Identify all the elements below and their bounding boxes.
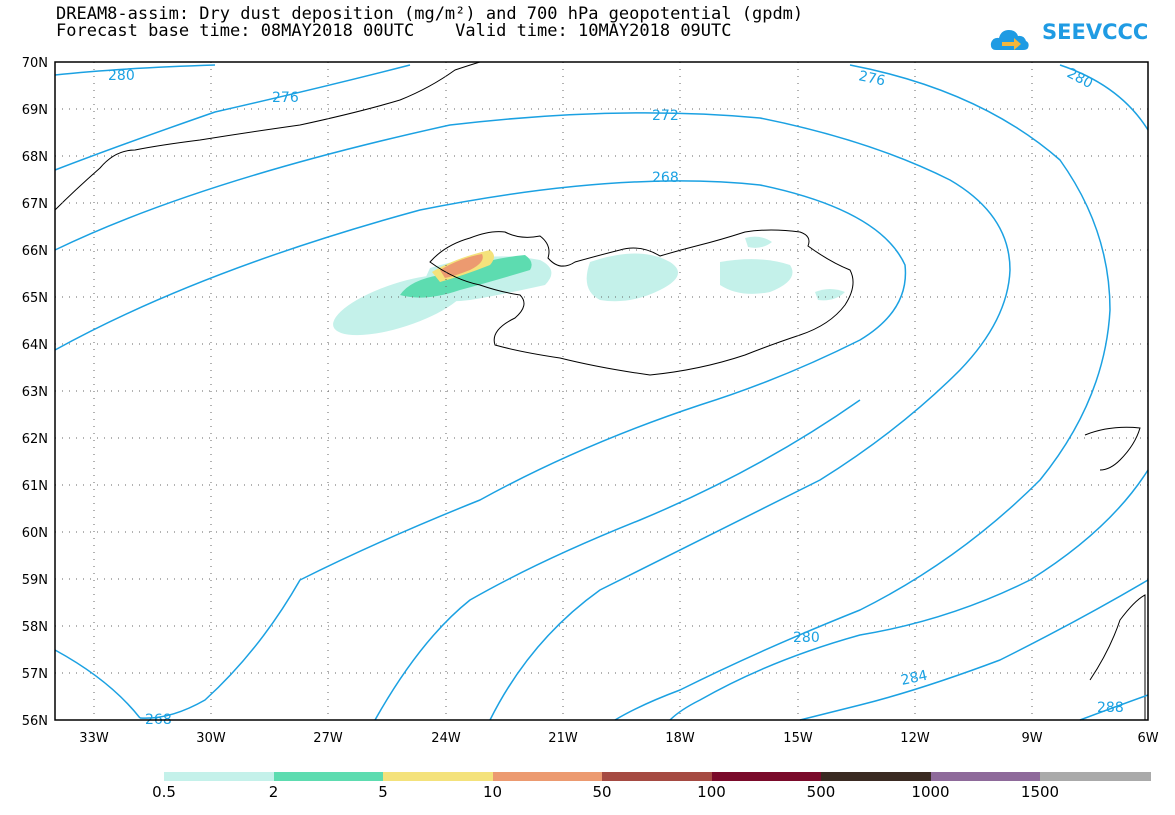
colorbar-swatch bbox=[1040, 772, 1151, 781]
lon-label: 27W bbox=[313, 731, 343, 746]
lat-label: 66N bbox=[22, 244, 48, 259]
lon-label: 9W bbox=[1021, 731, 1042, 746]
lat-label: 69N bbox=[22, 103, 48, 118]
contour-label: 276 bbox=[272, 90, 299, 106]
lon-label: 21W bbox=[548, 731, 578, 746]
dust-area-orange bbox=[440, 254, 483, 278]
cloud-arrow-icon bbox=[990, 30, 1029, 50]
lon-label: 33W bbox=[79, 731, 109, 746]
dust-area-medium bbox=[400, 255, 532, 298]
contour-288 bbox=[1079, 694, 1149, 721]
lat-label: 64N bbox=[22, 338, 48, 353]
faroe-norway-coast bbox=[1084, 426, 1141, 471]
lat-label: 59N bbox=[22, 573, 48, 588]
colorbar-swatch bbox=[930, 772, 1041, 781]
contour-label: 268 bbox=[652, 170, 679, 186]
contour-label: 284 bbox=[900, 668, 930, 689]
contour-276-e bbox=[614, 64, 1111, 721]
colorbar-label: 2 bbox=[268, 783, 279, 801]
coastline-layer bbox=[54, 61, 1146, 720]
contour-label: 288 bbox=[1097, 700, 1124, 716]
dust-area-light-6 bbox=[815, 289, 845, 301]
contour-label: 280 bbox=[1064, 65, 1095, 92]
dust-area-light-5 bbox=[745, 236, 772, 248]
colorbar-label: 500 bbox=[806, 783, 836, 801]
contour-label: 276 bbox=[857, 68, 887, 89]
contour-label: 280 bbox=[108, 68, 135, 84]
contour-other bbox=[374, 399, 861, 721]
map-frame bbox=[54, 61, 1149, 721]
lat-label: 58N bbox=[22, 620, 48, 635]
contour-268 bbox=[54, 180, 907, 719]
lat-label: 70N bbox=[22, 56, 48, 71]
colorbar-swatch bbox=[711, 772, 822, 781]
lon-label: 12W bbox=[900, 731, 930, 746]
dust-area-light-4 bbox=[720, 259, 793, 294]
lat-label: 56N bbox=[22, 714, 48, 729]
lon-label: 6W bbox=[1137, 731, 1158, 746]
contour-label: 272 bbox=[652, 108, 679, 124]
scotland-coast bbox=[1089, 594, 1146, 720]
contour-268-sw bbox=[54, 649, 141, 719]
lon-label: 15W bbox=[783, 731, 813, 746]
contour-280-e bbox=[1059, 64, 1149, 131]
colorbar-swatch bbox=[602, 772, 713, 781]
contour-280-nw bbox=[54, 64, 216, 76]
colorbar-swatch bbox=[492, 772, 603, 781]
colorbar-label: 50 bbox=[592, 783, 612, 801]
lat-label: 65N bbox=[22, 291, 48, 306]
map-subtitle: Forecast base time: 08MAY2018 00UTC Vali… bbox=[56, 21, 732, 41]
contour-280-s bbox=[669, 469, 1149, 721]
colorbar-label: 100 bbox=[697, 783, 726, 801]
colorbar-label: 5 bbox=[378, 783, 388, 801]
lat-label: 60N bbox=[22, 526, 48, 541]
contour-276-nw bbox=[54, 64, 411, 171]
colorbar-label: 1000 bbox=[911, 783, 950, 801]
logo-text: SEEVCCC bbox=[1042, 20, 1149, 44]
colorbar-label: 1500 bbox=[1020, 783, 1060, 801]
lon-label: 24W bbox=[431, 731, 461, 746]
map-panel: 280 276 272 268 276 280 268 280 284 288 … bbox=[22, 56, 1159, 746]
colorbar-swatch bbox=[821, 772, 932, 781]
lon-label: 18W bbox=[665, 731, 695, 746]
colorbar-swatch bbox=[273, 772, 384, 781]
lat-label: 67N bbox=[22, 197, 48, 212]
contour-284 bbox=[799, 579, 1149, 721]
lon-label: 30W bbox=[196, 731, 226, 746]
colorbar-swatch bbox=[164, 772, 275, 781]
contour-label: 280 bbox=[793, 630, 820, 646]
dust-deposition-layer bbox=[333, 236, 845, 336]
geopotential-contours bbox=[54, 64, 1149, 721]
map-title: DREAM8-assim: Dry dust deposition (mg/m²… bbox=[56, 4, 804, 24]
colorbar-label: 10 bbox=[482, 783, 503, 801]
graticule bbox=[55, 62, 1150, 720]
colorbar-swatch bbox=[383, 772, 494, 781]
lat-label: 62N bbox=[22, 432, 48, 447]
lat-label: 57N bbox=[22, 667, 48, 682]
iceland-coast bbox=[429, 229, 854, 376]
lat-label: 61N bbox=[22, 479, 48, 494]
lat-label: 63N bbox=[22, 385, 48, 400]
greenland-coast bbox=[54, 61, 481, 211]
lat-label: 68N bbox=[22, 150, 48, 165]
contour-272 bbox=[54, 112, 1011, 721]
colorbar-label: 0.5 bbox=[152, 783, 176, 801]
dust-area-light-3 bbox=[586, 253, 678, 302]
